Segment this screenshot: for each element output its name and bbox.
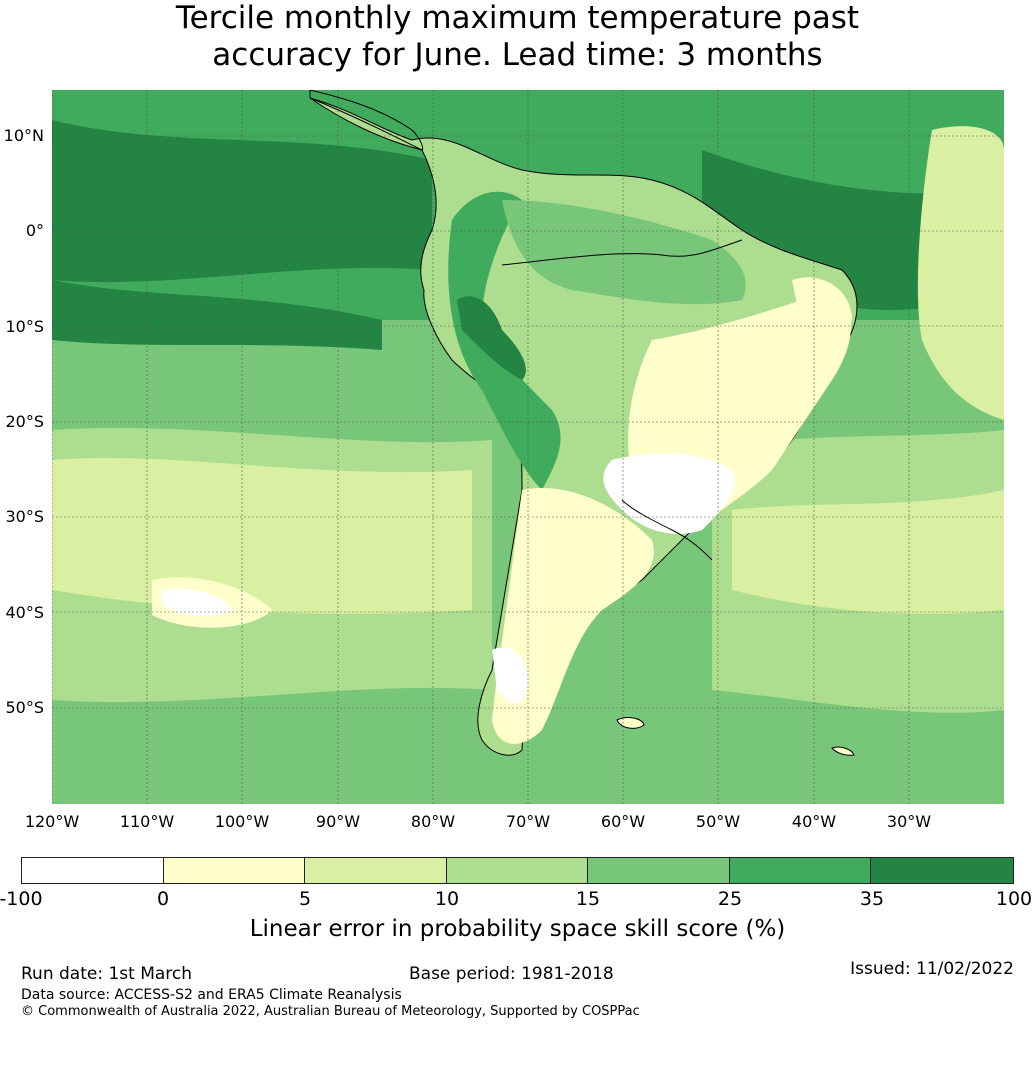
skill-map	[52, 90, 1004, 804]
colorbar-tick: 35	[859, 888, 885, 910]
colorbar-tick: 100	[995, 888, 1033, 910]
colorbar-tick: 15	[575, 888, 601, 910]
andes-darkest-zone	[457, 296, 526, 380]
lon-label-80w: 80°W	[410, 812, 456, 831]
argentina-pale-zone	[492, 488, 654, 744]
lat-label-40s: 40°S	[5, 603, 44, 622]
falkland-islands	[616, 717, 645, 729]
south-georgia	[831, 746, 855, 756]
lat-label-0: 0°	[25, 221, 44, 240]
colorbar-segment	[729, 858, 872, 883]
ocean-white-blob	[162, 588, 232, 617]
lat-label-10n: 10°N	[3, 126, 44, 145]
amazon-river	[501, 239, 743, 266]
colorbar-tick: 0	[156, 888, 170, 910]
lon-label-120w: 120°W	[24, 812, 80, 831]
map-canvas	[52, 90, 1004, 804]
lon-label-60w: 60°W	[600, 812, 646, 831]
ocean-pale-east	[917, 126, 1004, 420]
central-america	[309, 90, 424, 151]
colorbar-segment	[447, 858, 588, 883]
ocean-pale-south-pacific	[52, 457, 472, 614]
colorbar-segment	[587, 858, 730, 883]
ocean-patch-darkest-eq	[52, 280, 382, 350]
lon-label-100w: 100°W	[214, 812, 270, 831]
lat-label-30s: 30°S	[5, 507, 44, 526]
title-line-2: accuracy for June. Lead time: 3 months	[212, 37, 823, 73]
ocean-pale-south-atlantic	[732, 490, 1004, 614]
lon-label-70w: 70°W	[505, 812, 551, 831]
northeast-pale-zone	[792, 277, 852, 337]
base-period: Base period: 1981-2018	[409, 964, 614, 984]
colorbar-segment	[305, 858, 448, 883]
colorbar-segment	[871, 858, 1014, 883]
plata-river	[621, 499, 713, 561]
colorbar-tick: 5	[298, 888, 312, 910]
title-line-1: Tercile monthly maximum temperature past	[175, 0, 860, 36]
colorbar-label: Linear error in probability space skill …	[249, 916, 786, 942]
lat-label-50s: 50°S	[5, 698, 44, 717]
colorbar-tick: -100	[0, 888, 43, 910]
colorbar	[21, 857, 1014, 884]
run-date: Run date: 1st March	[21, 964, 193, 984]
plata-white-zone	[603, 453, 735, 534]
patagonia-white-zone	[492, 647, 528, 704]
lon-label-40w: 40°W	[791, 812, 837, 831]
lon-label-50w: 50°W	[695, 812, 741, 831]
issued-date: Issued: 11/02/2022	[850, 959, 1014, 979]
copyright: © Commonwealth of Australia 2022, Austra…	[21, 1004, 640, 1019]
colorbar-tick: 25	[717, 888, 743, 910]
andes-dark-zone	[448, 191, 561, 490]
lat-label-10s: 10°S	[5, 317, 44, 336]
ocean-patch-darkest-nw	[52, 120, 432, 283]
data-source: Data source: ACCESS-S2 and ERA5 Climate …	[21, 987, 402, 1003]
graticule	[52, 90, 1004, 804]
colorbar-segment	[163, 858, 306, 883]
map-title: Tercile monthly maximum temperature past…	[0, 0, 1035, 74]
lon-label-30w: 30°W	[886, 812, 932, 831]
colorbar-tick: 10	[434, 888, 460, 910]
colorbar-segment	[22, 858, 164, 883]
lon-label-90w: 90°W	[315, 812, 361, 831]
lon-label-110w: 110°W	[119, 812, 175, 831]
lat-label-20s: 20°S	[5, 412, 44, 431]
amazon-green-zone	[502, 200, 746, 305]
